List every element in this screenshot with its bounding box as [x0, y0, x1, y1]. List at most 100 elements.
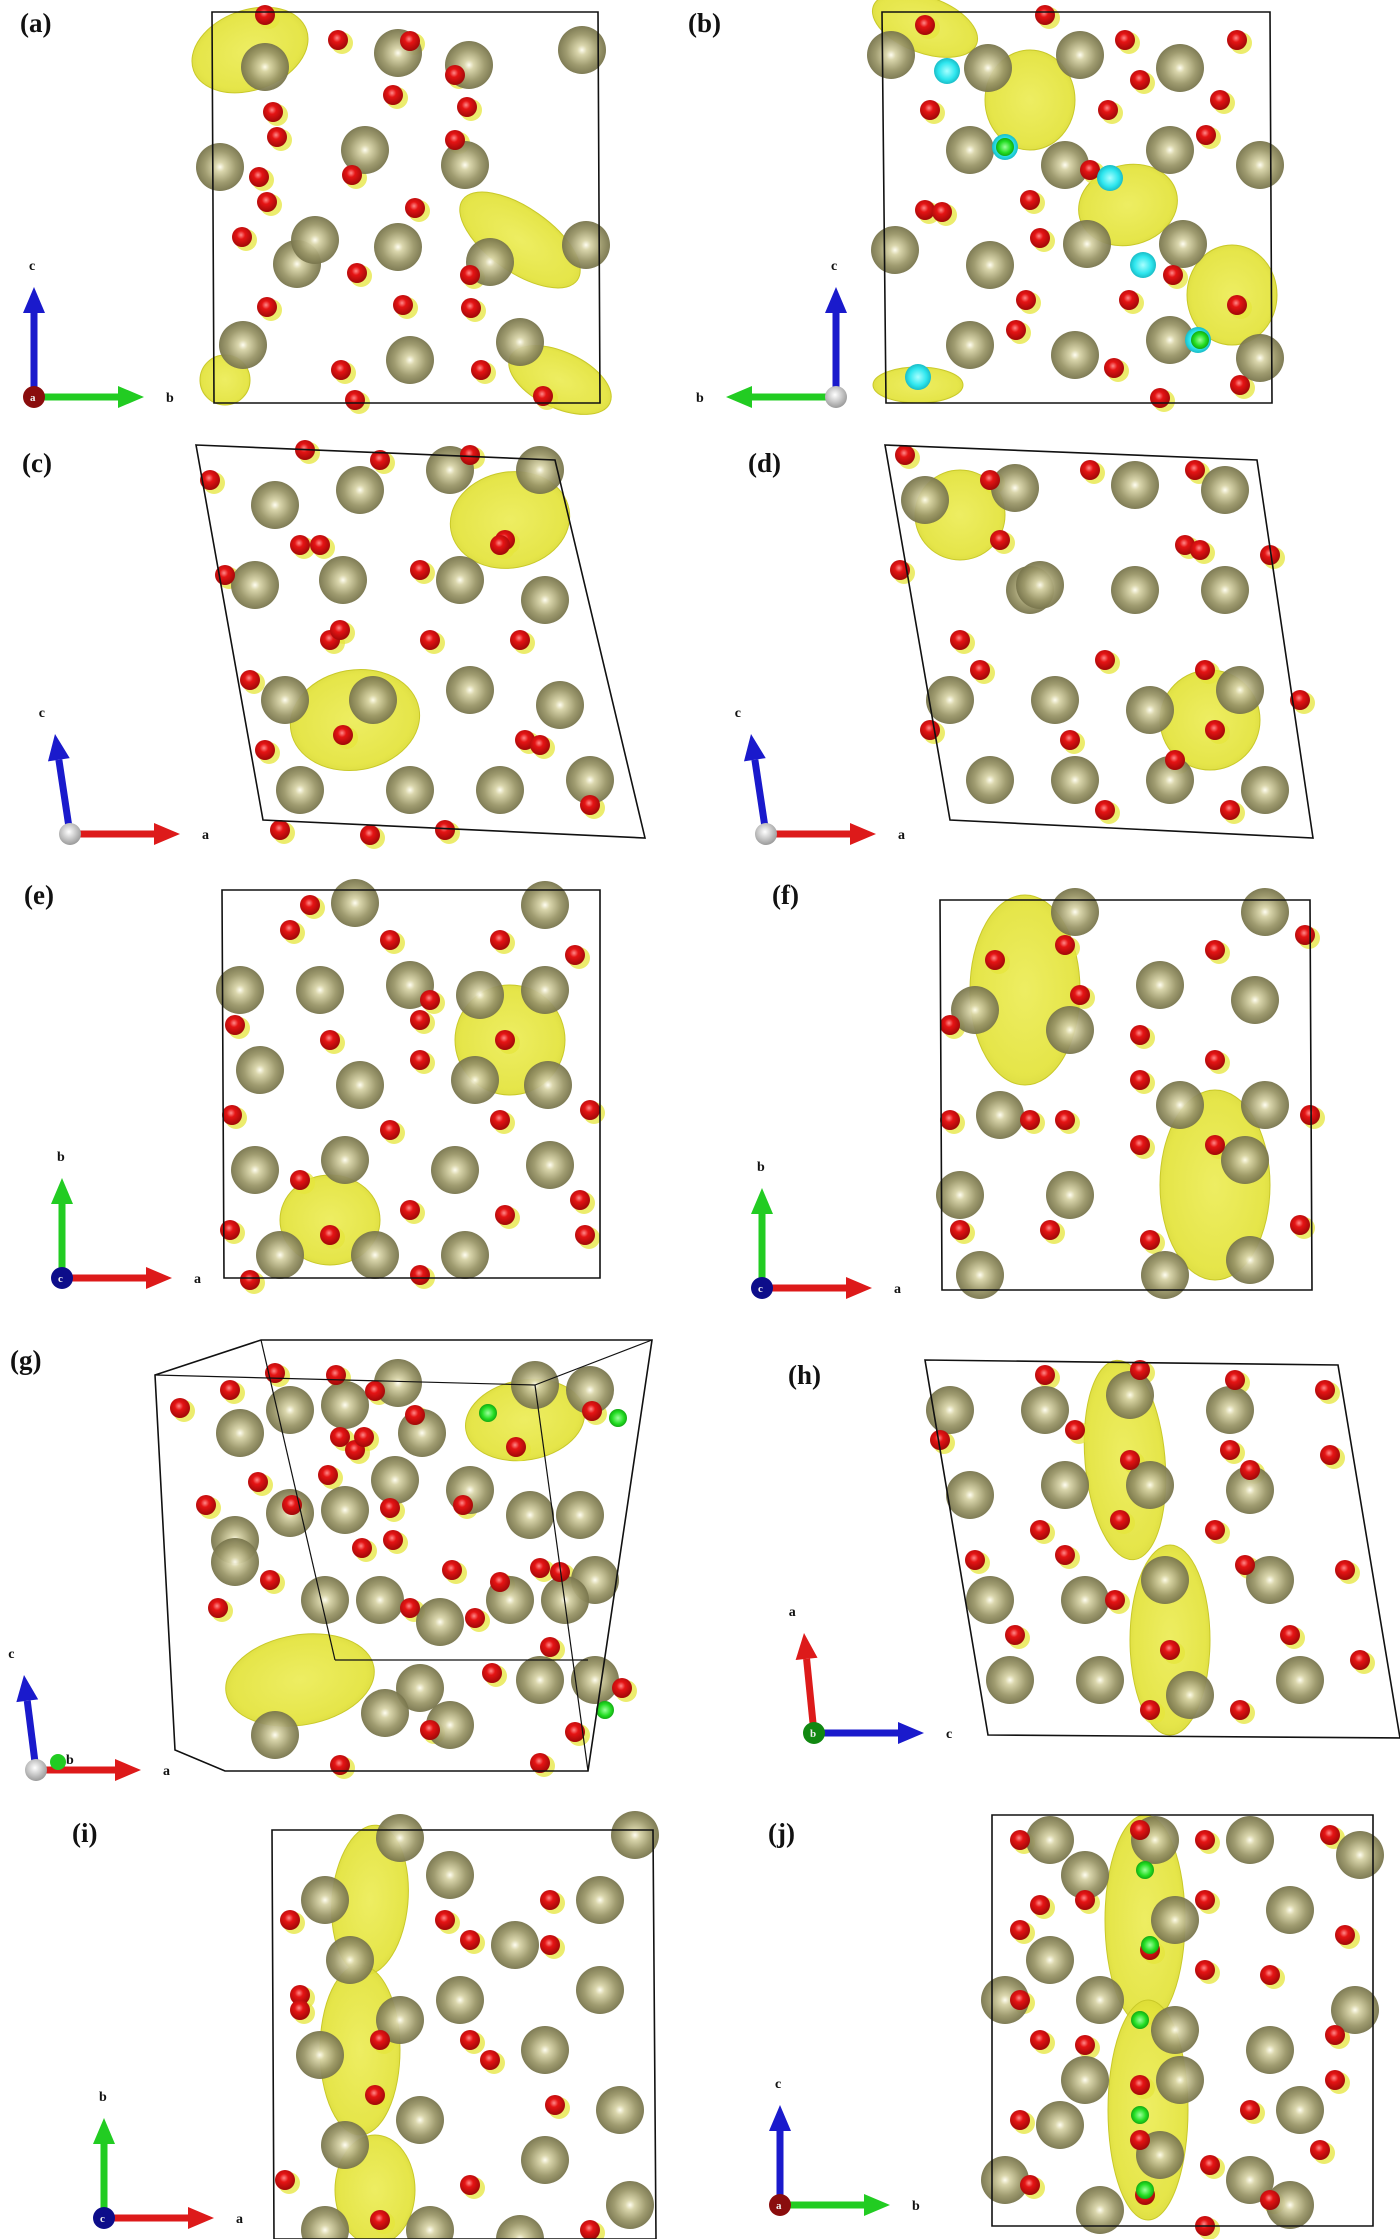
small-atom	[1104, 358, 1124, 378]
small-atom	[495, 1030, 515, 1050]
small-atom	[360, 825, 380, 845]
unit-cell-outline	[884, 444, 1314, 839]
panel-label-h: (h)	[788, 1360, 821, 1390]
small-atom	[1220, 800, 1240, 820]
small-atom	[257, 297, 277, 317]
large-atom	[231, 561, 279, 609]
axis-b-arrowhead-icon	[51, 1178, 73, 1204]
small-atom	[1230, 375, 1250, 395]
axis-label-a: a	[898, 828, 905, 843]
large-atom	[521, 2026, 569, 2074]
axis-b-arrowhead-icon	[864, 2194, 890, 2216]
axis-c-shaft	[751, 759, 770, 835]
unit-cell-edge	[174, 1749, 226, 1772]
axis-label-b: b	[757, 1160, 765, 1175]
large-atom	[1276, 2086, 1324, 2134]
small-atom	[980, 470, 1000, 490]
large-atom	[321, 1136, 369, 1184]
small-atom	[208, 1598, 228, 1618]
small-atom	[1005, 1625, 1025, 1645]
small-atom	[405, 1405, 425, 1425]
axis-label-a: a	[194, 1272, 201, 1287]
green-atom	[1191, 331, 1209, 349]
large-atom	[326, 1936, 374, 1984]
panel-label-i: (i)	[72, 1818, 98, 1848]
large-atom	[524, 1061, 572, 1109]
large-atom	[986, 1656, 1034, 1704]
green-atom	[609, 1409, 627, 1427]
small-atom	[1195, 1960, 1215, 1980]
large-atom	[926, 1386, 974, 1434]
large-atom	[216, 1409, 264, 1457]
small-atom	[1010, 2110, 1030, 2130]
small-atom	[1130, 1820, 1150, 1840]
axis-label-c: c	[735, 706, 741, 721]
small-atom	[1163, 265, 1183, 285]
small-atom	[1290, 1215, 1310, 1235]
axis-b-arrowhead-icon	[751, 1188, 773, 1214]
large-atom	[1216, 666, 1264, 714]
small-atom	[310, 535, 330, 555]
axis-a-shaft	[803, 1658, 818, 1734]
isosurface-blob	[289, 668, 421, 772]
large-atom	[1241, 766, 1289, 814]
large-atom	[946, 1471, 994, 1519]
small-atom	[1130, 1025, 1150, 1045]
large-atom	[1046, 1171, 1094, 1219]
small-atom	[1035, 5, 1055, 25]
small-atom	[1140, 1230, 1160, 1250]
small-atom	[1205, 1520, 1225, 1540]
small-atom	[490, 1110, 510, 1130]
small-atom	[220, 1380, 240, 1400]
axis-label-c: c	[775, 2077, 781, 2092]
small-atom	[330, 1427, 350, 1447]
large-atom	[1156, 1081, 1204, 1129]
large-atom	[964, 44, 1012, 92]
large-atom	[1051, 331, 1099, 379]
green-atom	[1136, 1861, 1154, 1879]
small-atom	[410, 1265, 430, 1285]
small-atom	[990, 530, 1010, 550]
large-atom	[576, 1966, 624, 2014]
small-atom	[920, 720, 940, 740]
large-atom	[946, 321, 994, 369]
axis-origin-icon	[25, 1759, 47, 1781]
small-atom	[290, 1170, 310, 1190]
small-atom	[1006, 320, 1026, 340]
cyan-atom	[905, 364, 931, 390]
axis-label-b: b	[166, 391, 174, 406]
large-atom	[966, 241, 1014, 289]
small-atom	[222, 1105, 242, 1125]
large-atom	[576, 1876, 624, 1924]
large-atom	[1226, 1816, 1274, 1864]
large-atom	[1266, 2181, 1314, 2229]
large-atom	[1226, 1466, 1274, 1514]
small-atom	[365, 2085, 385, 2105]
small-atom	[1130, 2130, 1150, 2150]
small-atom	[565, 945, 585, 965]
large-atom	[901, 476, 949, 524]
small-atom	[895, 445, 915, 465]
small-atom	[460, 445, 480, 465]
large-atom	[1159, 220, 1207, 268]
panel-j: c b a	[769, 1814, 1384, 2239]
small-atom	[1335, 1925, 1355, 1945]
axis-c-arrowhead-icon	[47, 734, 70, 762]
small-atom	[1205, 720, 1225, 740]
small-atom	[1098, 100, 1118, 120]
large-atom	[291, 216, 339, 264]
large-atom	[496, 318, 544, 366]
small-atom	[1235, 1555, 1255, 1575]
large-atom	[1111, 566, 1159, 614]
small-atom	[1120, 1450, 1140, 1470]
large-atom	[251, 481, 299, 529]
cyan-atom	[934, 58, 960, 84]
small-atom	[330, 620, 350, 640]
small-atom	[612, 1678, 632, 1698]
small-atom	[347, 263, 367, 283]
small-atom	[280, 920, 300, 940]
small-atom	[255, 5, 275, 25]
axis-label-b: b	[912, 2199, 920, 2214]
axis-label-a: a	[236, 2212, 243, 2227]
